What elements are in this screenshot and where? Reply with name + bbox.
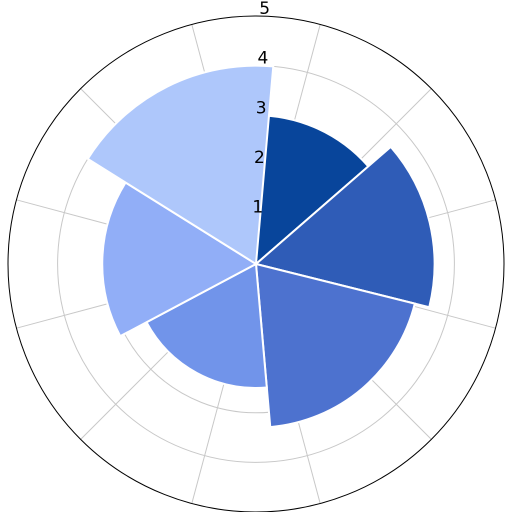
radial-tick-label: 5: [259, 0, 270, 19]
polar-bar: [86, 64, 275, 266]
radial-tick-label: 1: [252, 197, 263, 217]
polar-bar: [254, 262, 417, 429]
radial-tick-labels: 1 2 3 4 5: [252, 0, 270, 217]
radial-tick-label: 4: [258, 49, 269, 69]
polar-frame: [7, 15, 505, 512]
polar-bar: [101, 181, 258, 338]
radial-tick-label: 2: [254, 148, 265, 168]
polar-bar: [145, 262, 268, 389]
bars: [86, 64, 436, 429]
polar-bar: [253, 145, 436, 309]
radial-tick-label: 3: [256, 98, 267, 118]
